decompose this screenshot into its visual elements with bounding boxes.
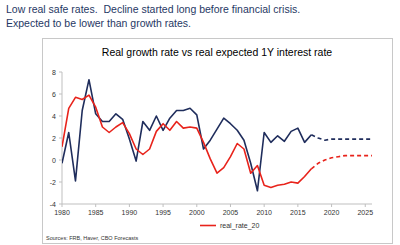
x-tick: [129, 204, 130, 207]
legend-swatch: [200, 225, 216, 227]
x-tick-label: 2020: [324, 209, 340, 216]
chart-root: Low real safe rates. Decline started lon…: [0, 0, 400, 245]
x-tick-label: 2015: [290, 209, 306, 216]
x-axis: [62, 204, 372, 205]
x-tick: [365, 204, 366, 207]
x-tick-label: 1980: [54, 209, 70, 216]
x-tick-label: 2025: [357, 209, 373, 216]
x-tick-label: 1995: [155, 209, 171, 216]
x-tick-label: 1985: [88, 209, 104, 216]
x-tick: [163, 204, 164, 207]
y-tick-label: 4: [52, 113, 56, 120]
source-note: Sources: FRB, Haver, CBO Forecasts: [46, 235, 139, 241]
series-line: [62, 80, 311, 191]
x-tick: [196, 204, 197, 207]
x-tick: [331, 204, 332, 207]
y-tick-label: 6: [52, 91, 56, 98]
plot-area: [62, 80, 372, 191]
x-tick: [95, 204, 96, 207]
x-tick-label: 2005: [223, 209, 239, 216]
x-tick: [62, 204, 63, 207]
x-tick: [264, 204, 265, 207]
y-tick-label: 0: [52, 157, 56, 164]
x-tick-label: 1990: [122, 209, 138, 216]
chart-frame: [43, 39, 393, 244]
x-tick: [297, 204, 298, 207]
legend-label: real_rate_20: [220, 222, 259, 230]
y-tick-label: -2: [50, 179, 56, 186]
y-tick-label: -4: [50, 201, 56, 208]
page-title: Low real safe rates. Decline started lon…: [6, 3, 300, 15]
x-tick: [230, 204, 231, 207]
background: [0, 0, 400, 245]
y-tick-label: 8: [52, 69, 56, 76]
page-subtitle: Expected to be lower than growth rates.: [6, 17, 191, 29]
series-line: [311, 135, 372, 141]
series-line: [311, 156, 372, 169]
series-line: [62, 95, 311, 187]
x-tick-label: 2000: [189, 209, 205, 216]
x-tick-label: 2010: [256, 209, 272, 216]
y-tick-label: 2: [52, 135, 56, 142]
y-axis: [62, 72, 63, 204]
chart-title: Real growth rate vs real expected 1Y int…: [102, 46, 333, 58]
